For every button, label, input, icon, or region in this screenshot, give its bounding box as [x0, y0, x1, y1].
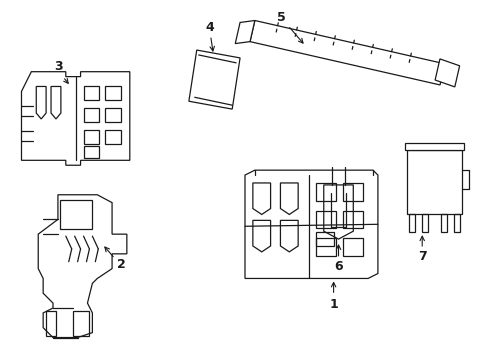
- Polygon shape: [407, 150, 461, 215]
- Text: 3: 3: [55, 60, 63, 73]
- Polygon shape: [434, 59, 459, 87]
- Text: 7: 7: [417, 250, 426, 263]
- Polygon shape: [235, 21, 254, 44]
- Text: 6: 6: [333, 260, 342, 273]
- Text: 1: 1: [328, 298, 337, 311]
- Polygon shape: [249, 21, 444, 85]
- Polygon shape: [188, 50, 240, 109]
- Polygon shape: [405, 143, 463, 150]
- Text: 4: 4: [205, 21, 213, 34]
- Text: 5: 5: [276, 11, 285, 24]
- Text: 2: 2: [116, 258, 125, 271]
